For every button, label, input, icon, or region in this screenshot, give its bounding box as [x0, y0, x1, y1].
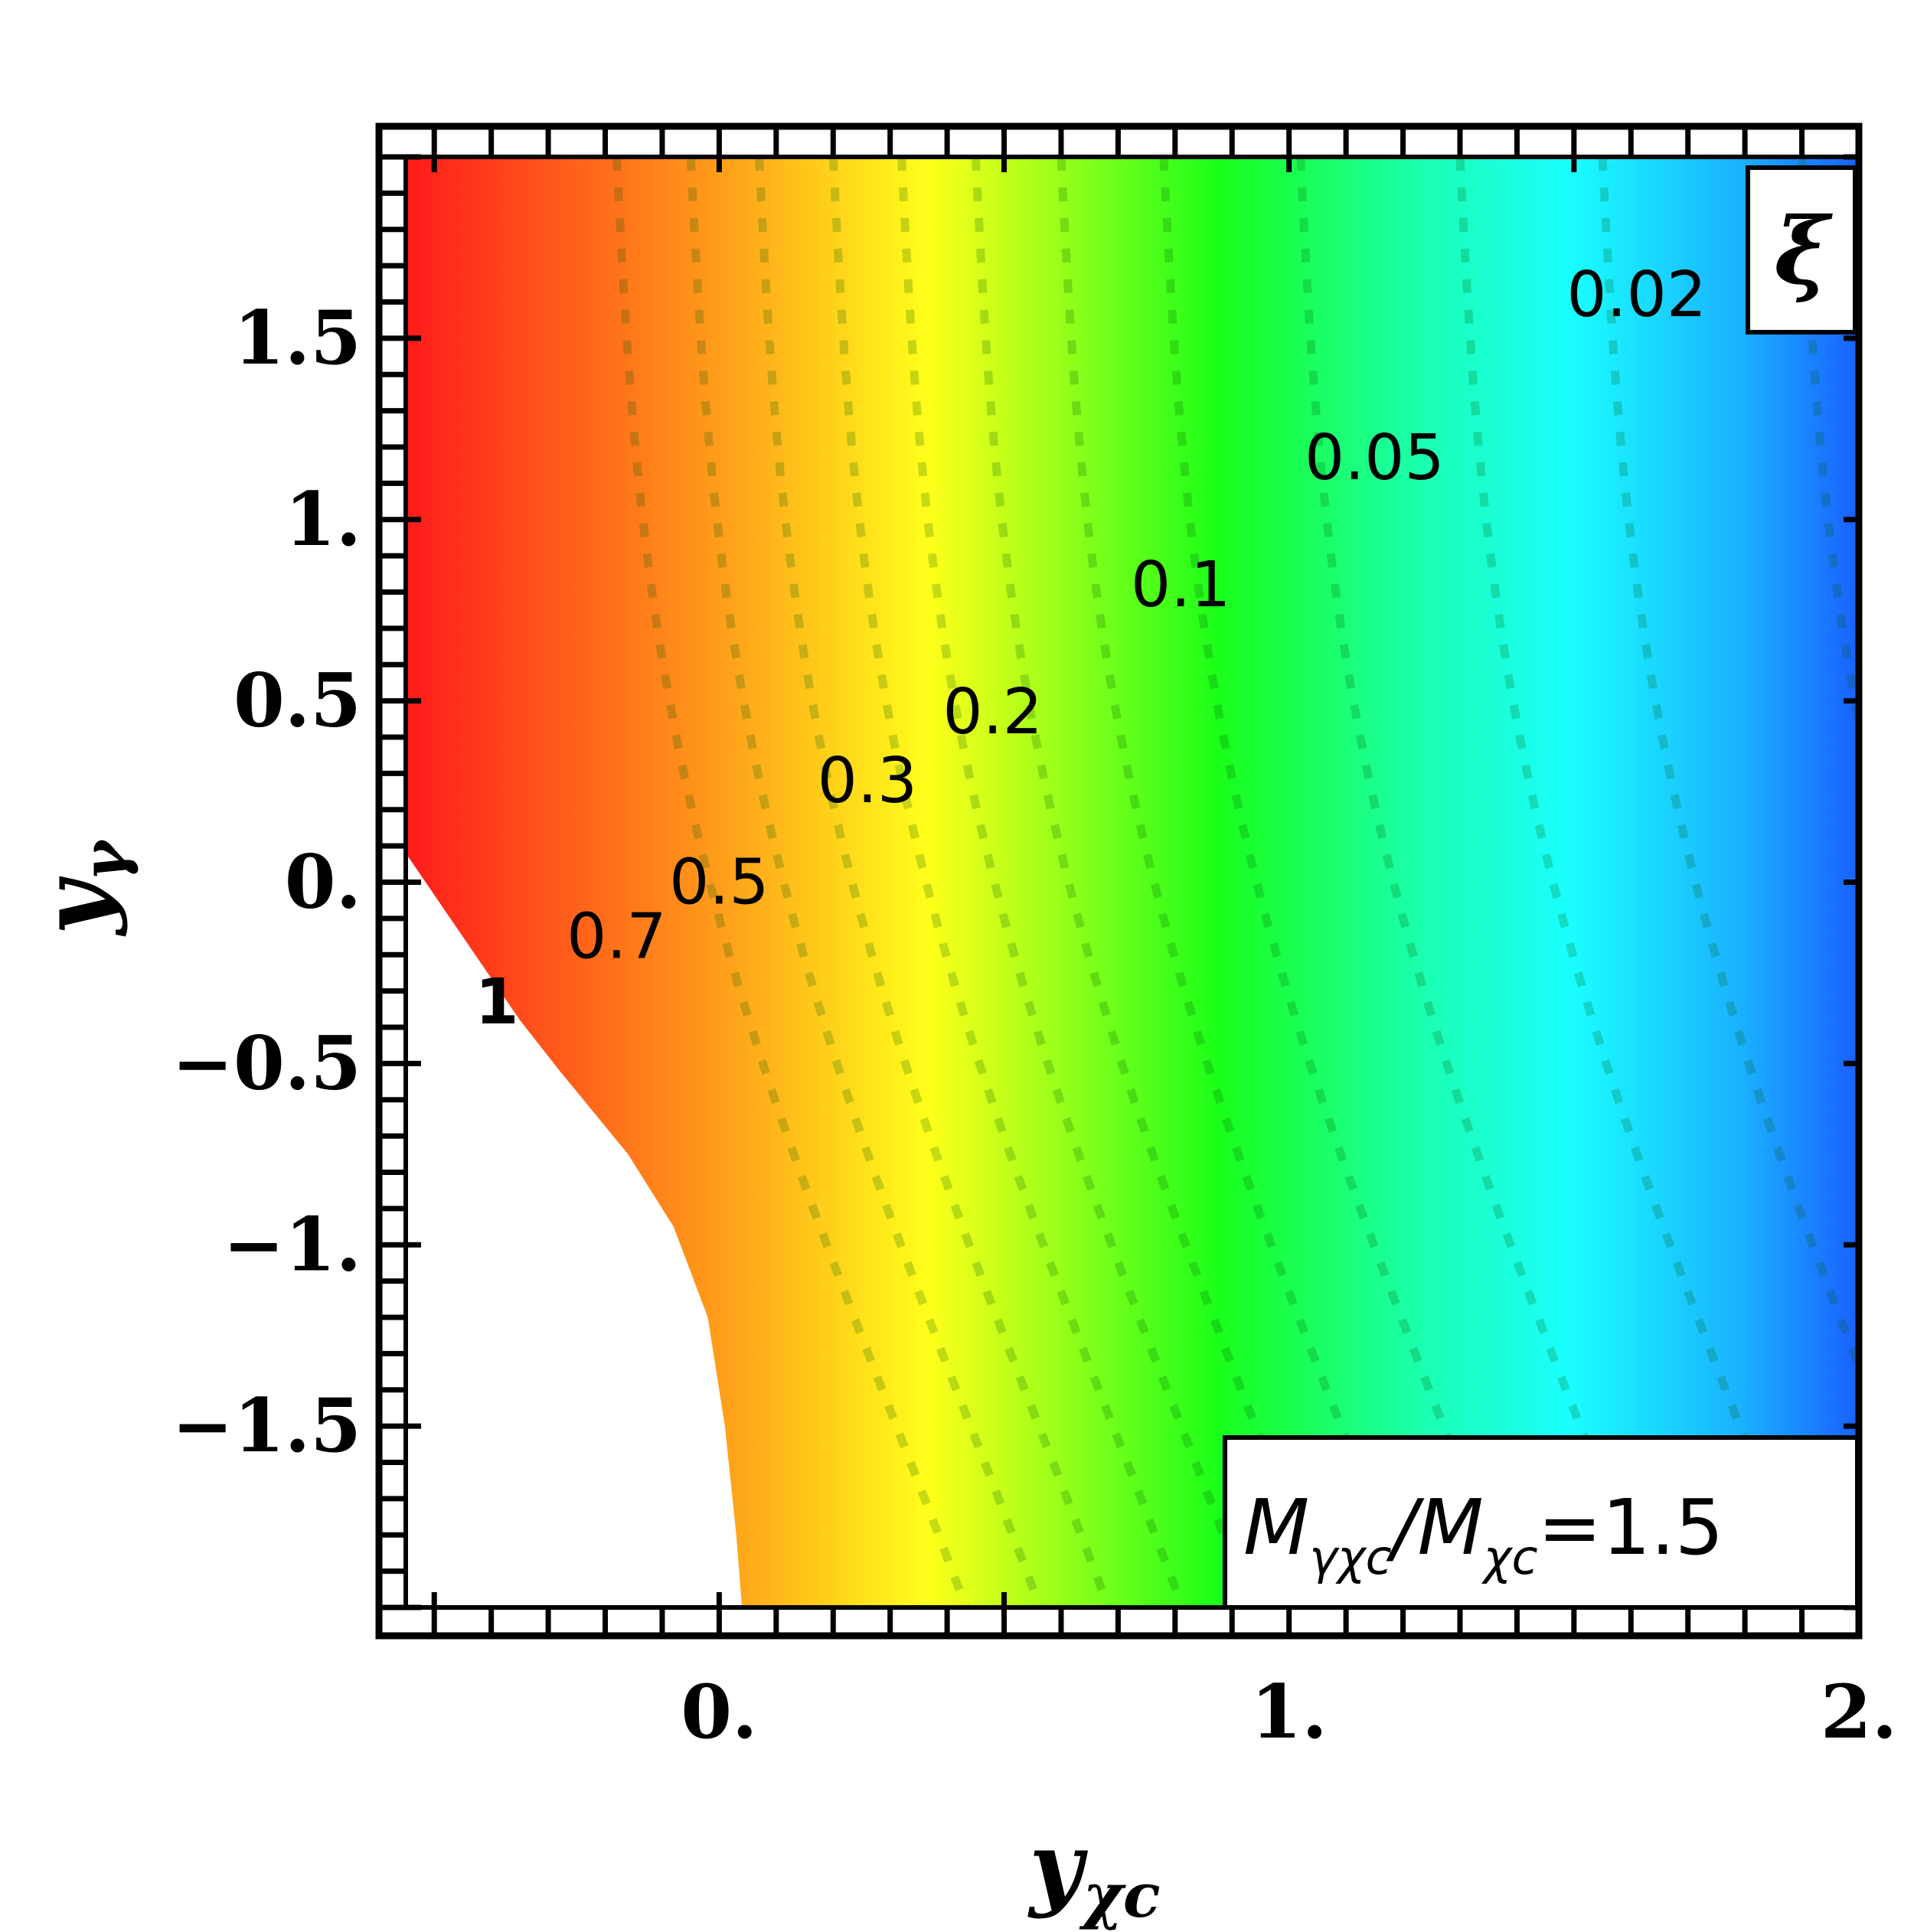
heatmap-field: [406, 157, 1859, 1607]
x-tick-label: 1.: [1251, 1669, 1328, 1755]
panel-label-box: ξ: [1746, 165, 1857, 335]
contour-labels: 1 0.7 0.5 0.3 0.2 0.1 0.05 0.02: [475, 259, 1707, 1039]
contour-label-0.1: 0.1: [1131, 549, 1230, 622]
x-tick-labels: 0. 1. 2.: [681, 1669, 1897, 1755]
heatmap-region: [406, 157, 1859, 1607]
y-axis-title: yγ: [21, 839, 140, 938]
panel-label: ξ: [1774, 197, 1833, 305]
y-tick-label: 0.: [285, 839, 361, 925]
y-tick-label: −1.5: [172, 1382, 361, 1469]
contour-label-0.05: 0.05: [1305, 422, 1445, 494]
mass-ratio-annotation: Mγχc/Mχc=1.5: [1223, 1435, 1860, 1610]
contour-label-0.3: 0.3: [818, 745, 917, 818]
y-tick-labels: 1.5 1. 0.5 0. −0.5 −1. −1.5: [172, 295, 361, 1469]
contour-label-0.02: 0.02: [1566, 259, 1707, 331]
y-tick-label: 0.5: [234, 658, 361, 744]
x-axis-title: yχc: [1027, 1813, 1160, 1931]
contour-label-0.5: 0.5: [669, 847, 769, 919]
y-tick-label: 1.: [285, 476, 361, 563]
contour-label-1: 1: [475, 966, 519, 1039]
axis-ticks: [379, 126, 1862, 1636]
x-tick-label: 0.: [681, 1669, 757, 1755]
y-tick-label: 1.5: [234, 295, 361, 381]
x-tick-label: 2.: [1821, 1669, 1897, 1755]
mass-ratio-text: Mγχc/Mχc=1.5: [1243, 1483, 1723, 1585]
y-tick-label: −1.: [223, 1201, 361, 1287]
contour-label-0.7: 0.7: [567, 901, 666, 974]
contour-label-0.2: 0.2: [942, 676, 1042, 749]
y-tick-label: −0.5: [172, 1020, 361, 1106]
